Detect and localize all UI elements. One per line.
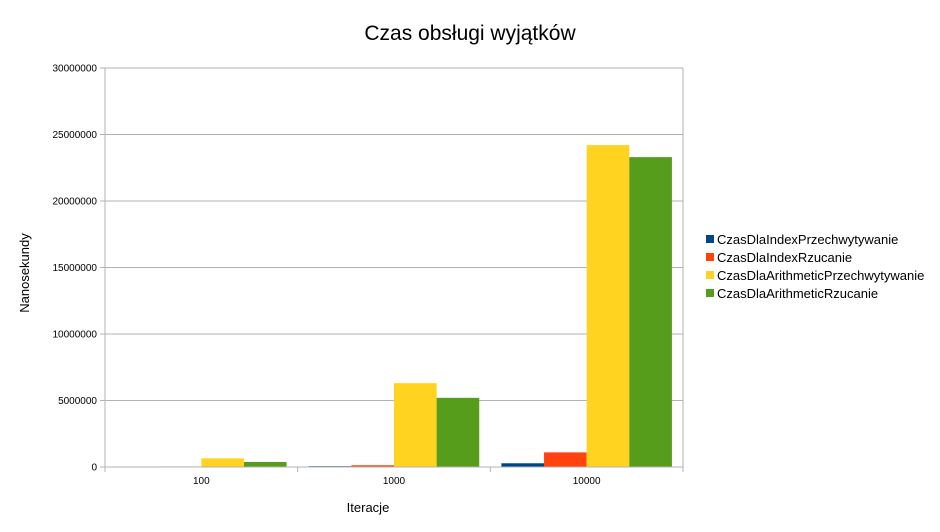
- bar: [201, 458, 244, 467]
- legend-label: CzasDlaIndexPrzechwytywanie: [717, 232, 898, 247]
- bar: [544, 452, 587, 467]
- bar: [351, 465, 394, 467]
- bar: [436, 397, 480, 467]
- x-tick-label: 1000: [383, 476, 406, 487]
- x-tick-labels: 100 1000 10000: [193, 476, 601, 487]
- bar: [629, 157, 672, 468]
- legend-swatch: [706, 289, 714, 297]
- y-tick-label: 15000000: [53, 263, 98, 274]
- bars: [116, 145, 672, 468]
- bar: [394, 383, 437, 467]
- x-tick-label: 10000: [573, 476, 601, 487]
- chart-title: Czas obsługi wyjątków: [364, 22, 576, 45]
- y-tick-label: 20000000: [53, 197, 98, 208]
- y-tick-labels: 0 5000000 10000000 15000000 20000000 25000000…: [53, 64, 98, 474]
- y-tick-label: 30000000: [53, 64, 98, 75]
- bar: [501, 463, 545, 467]
- y-axis-label: Nanosekundy: [17, 233, 32, 313]
- y-tick-label: 0: [91, 463, 97, 474]
- bar: [243, 461, 287, 467]
- y-tick-label: 25000000: [53, 130, 98, 141]
- x-axis-label: Iteracje: [347, 500, 390, 515]
- legend-label: CzasDlaIndexRzucanie: [717, 250, 852, 265]
- legend-swatch: [706, 271, 714, 279]
- legend-swatch: [706, 253, 714, 261]
- bar: [586, 145, 630, 467]
- legend-label: CzasDlaArithmeticPrzechwytywanie: [717, 268, 924, 283]
- legend-swatch: [706, 235, 714, 243]
- axes: [104, 68, 684, 472]
- y-tick-label: 10000000: [53, 330, 98, 341]
- legend-label: CzasDlaArithmeticRzucanie: [717, 286, 878, 301]
- x-tick-label: 100: [193, 476, 210, 487]
- y-tick-label: 5000000: [58, 396, 97, 407]
- legend: CzasDlaIndexPrzechwytywanie CzasDlaIndexR…: [706, 232, 924, 301]
